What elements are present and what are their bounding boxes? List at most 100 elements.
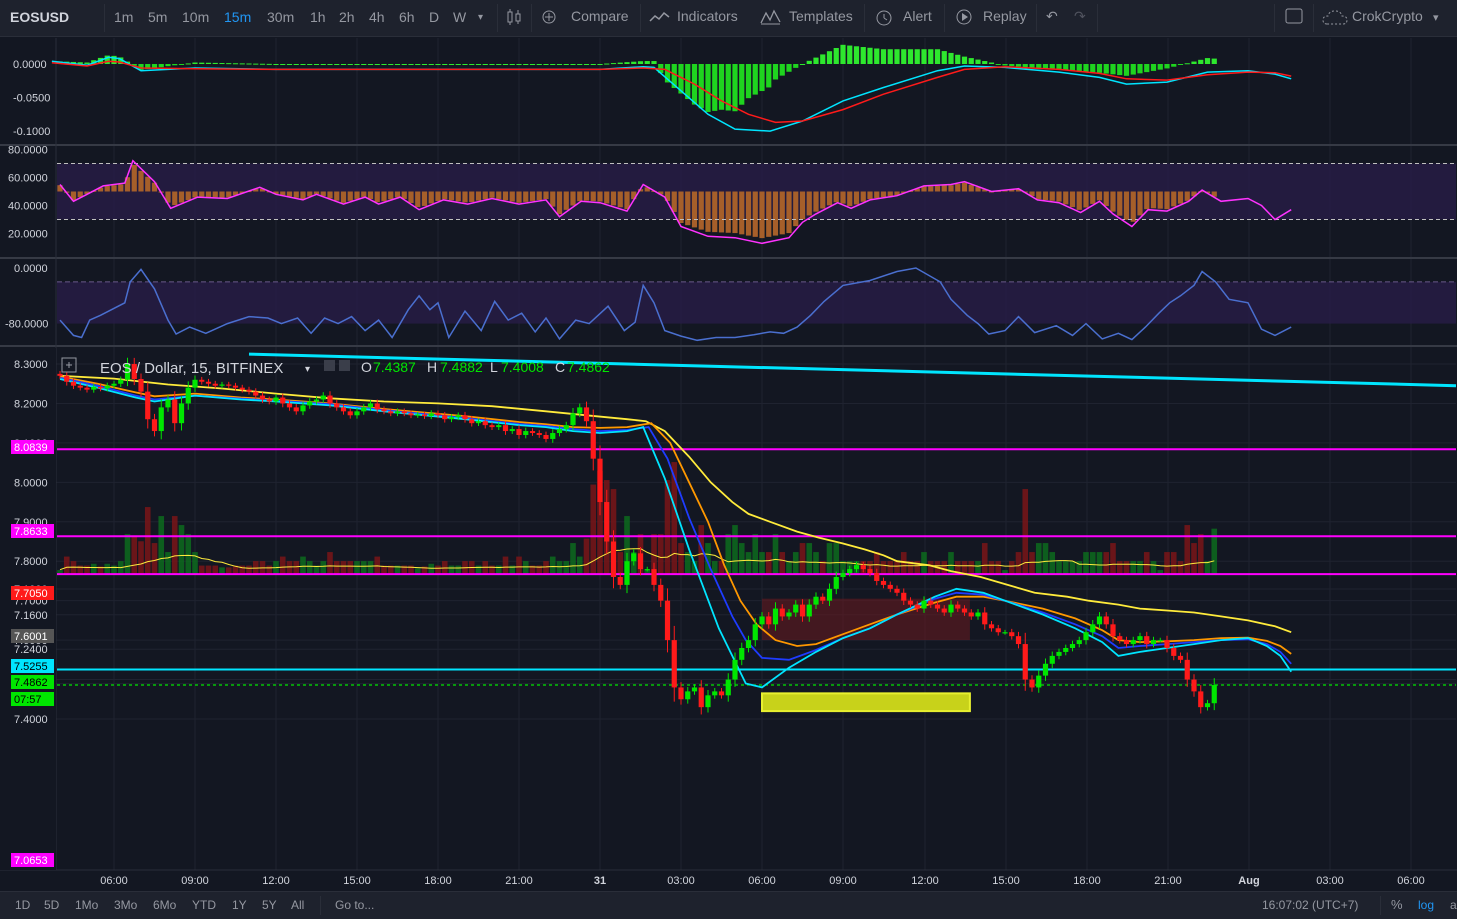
legend-title[interactable]: EOS / Dollar, 15, BITFINEX	[100, 360, 283, 377]
horizontal-levels[interactable]	[57, 448, 1456, 686]
range-6mo[interactable]: 6Mo	[153, 898, 177, 912]
chevron-down-icon[interactable]: ▾	[478, 12, 484, 23]
log-scale-toggle[interactable]: log	[1418, 898, 1435, 912]
price-axis[interactable]: 8.30008.20008.10008.00007.90007.80007.70…	[0, 348, 56, 870]
range-ytd[interactable]: YTD	[192, 898, 216, 912]
indicators-icon[interactable]	[649, 8, 671, 29]
macd-histogram-bar	[340, 64, 347, 65]
symbol-search[interactable]: EOSUSD	[10, 9, 70, 25]
range-3mo[interactable]: 3Mo	[114, 898, 138, 912]
macd-histogram-bar	[860, 47, 866, 64]
macd-histogram-bar	[1157, 64, 1163, 70]
candle-body	[1204, 703, 1211, 708]
timeframe-15m[interactable]: 15m	[224, 9, 252, 25]
time-tick-label: 12:00	[262, 875, 290, 887]
compare-icon[interactable]	[540, 8, 562, 29]
macd-histogram-bar	[232, 63, 239, 65]
range-1mo[interactable]: 1Mo	[75, 898, 99, 912]
rsi-histogram-bar	[428, 191, 434, 204]
rsi-histogram-bar	[523, 191, 529, 202]
templates-button[interactable]: Templates	[789, 8, 853, 24]
time-axis[interactable]: 06:00 09:00 12:00 15:00 18:00 21:00 31 03:00 06:…	[100, 875, 1425, 887]
replay-icon[interactable]	[954, 8, 976, 29]
clock[interactable]: 16:07:02 (UTC+7)	[1262, 898, 1359, 912]
chevron-down-icon[interactable]: ▾	[305, 364, 310, 375]
macd-histogram-bar	[394, 64, 401, 65]
volume-bar	[1083, 552, 1089, 575]
timeframe-1h[interactable]: 1h	[310, 9, 326, 25]
volume-bar	[252, 561, 259, 575]
rsi-histogram-bar	[253, 188, 259, 192]
macd-histogram-bar	[1015, 64, 1022, 67]
macd-histogram-bar	[577, 64, 583, 65]
timeframe-6h[interactable]: 6h	[399, 9, 415, 25]
rsi-histogram-bar	[145, 176, 151, 192]
candles-icon[interactable]	[506, 8, 522, 29]
collapse-icon[interactable]	[61, 357, 77, 373]
rsi-histogram-bar	[671, 191, 677, 212]
volume-bar	[327, 552, 333, 575]
timeframe-w[interactable]: W	[453, 9, 467, 25]
macd-histogram-bar	[1076, 64, 1082, 72]
macd-histogram-bar	[563, 64, 569, 65]
fullscreen-icon[interactable]	[1285, 7, 1303, 28]
timeframe-30m[interactable]: 30m	[267, 9, 295, 25]
replay-button[interactable]: Replay	[983, 8, 1027, 24]
rsi-histogram-bar	[813, 191, 819, 212]
volume-bar	[1002, 570, 1008, 575]
macd-histogram-bar	[138, 64, 144, 70]
range-1d[interactable]: 1D	[15, 898, 31, 912]
rsi-histogram-bar	[226, 191, 232, 198]
rsi-histogram-bar	[739, 191, 745, 235]
alert-button[interactable]: Alert	[903, 8, 932, 24]
compare-button[interactable]: Compare	[571, 8, 629, 24]
candle-body	[624, 561, 630, 585]
chart-area[interactable]: 0.0000 -0.0500 -0.1000 80.0000 60.0000 40.00…	[0, 37, 1457, 891]
account-menu[interactable]: CrokCrypto	[1352, 8, 1423, 24]
rsi-histogram-bar	[921, 186, 927, 192]
volume-bar	[489, 565, 495, 575]
rsi-histogram-bar	[57, 185, 63, 192]
alarm-clock-icon[interactable]	[874, 8, 896, 29]
chevron-down-icon[interactable]: ▾	[1433, 12, 1439, 24]
volume-bar	[374, 556, 381, 575]
timeframe-1m[interactable]: 1m	[114, 9, 134, 25]
range-all[interactable]: All	[291, 898, 305, 912]
redo-icon[interactable]: ↷	[1074, 8, 1086, 24]
macd-histogram-bar	[145, 64, 151, 69]
indicators-button[interactable]: Indicators	[677, 8, 738, 24]
percent-scale-toggle[interactable]: %	[1391, 897, 1403, 912]
entry-zone-box[interactable]	[761, 692, 971, 713]
macd-histogram-bar	[901, 49, 907, 64]
go-to-button[interactable]: Go to...	[335, 898, 375, 912]
candle-body	[543, 434, 549, 439]
timeframe-d[interactable]: D	[429, 9, 440, 25]
candle-body	[671, 640, 677, 688]
range-5d[interactable]: 5D	[44, 898, 60, 912]
range-1y[interactable]: 1Y	[232, 898, 247, 912]
candle-body	[779, 608, 785, 617]
macd-histogram-bar	[874, 48, 880, 64]
timeframe-4h[interactable]: 4h	[369, 9, 385, 25]
rsi-histogram-bar	[772, 191, 779, 236]
candle-body	[70, 381, 77, 386]
undo-icon[interactable]: ↶	[1046, 8, 1058, 24]
auto-scale-toggle[interactable]: a	[1450, 898, 1457, 912]
templates-icon[interactable]	[760, 8, 782, 29]
volume-bar	[347, 561, 354, 575]
close-icon[interactable]	[339, 360, 350, 371]
candle-body	[529, 431, 536, 434]
range-5y[interactable]: 5Y	[262, 898, 277, 912]
macd-histogram-bar	[752, 64, 758, 95]
legend-open-value: 7.4387	[373, 359, 416, 375]
macd-histogram-bar	[961, 56, 968, 64]
volume-bar	[826, 543, 833, 575]
timeframe-2h[interactable]: 2h	[339, 9, 355, 25]
timeframe-10m[interactable]: 10m	[182, 9, 210, 25]
settings-icon[interactable]	[324, 360, 335, 371]
macd-histogram-bar	[637, 61, 644, 64]
macd-histogram-bar	[698, 64, 704, 109]
rsi-histogram-bar	[394, 191, 401, 198]
timeframe-5m[interactable]: 5m	[148, 9, 168, 25]
trendline[interactable]	[248, 352, 1457, 388]
